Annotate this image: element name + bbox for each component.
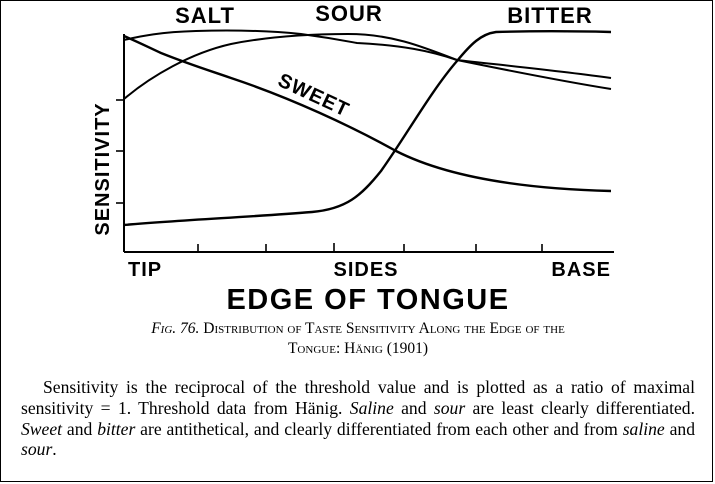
svg-text:TIP: TIP (128, 259, 162, 281)
svg-text:SWEET: SWEET (274, 70, 352, 122)
svg-text:BASE: BASE (551, 259, 611, 281)
svg-text:BITTER: BITTER (507, 3, 592, 28)
svg-text:SENSITIVITY: SENSITIVITY (92, 102, 114, 235)
svg-text:EDGE OF TONGUE: EDGE OF TONGUE (226, 284, 509, 316)
svg-text:SOUR: SOUR (315, 1, 383, 26)
svg-text:SALT: SALT (175, 3, 235, 28)
svg-text:SIDES: SIDES (333, 259, 398, 281)
